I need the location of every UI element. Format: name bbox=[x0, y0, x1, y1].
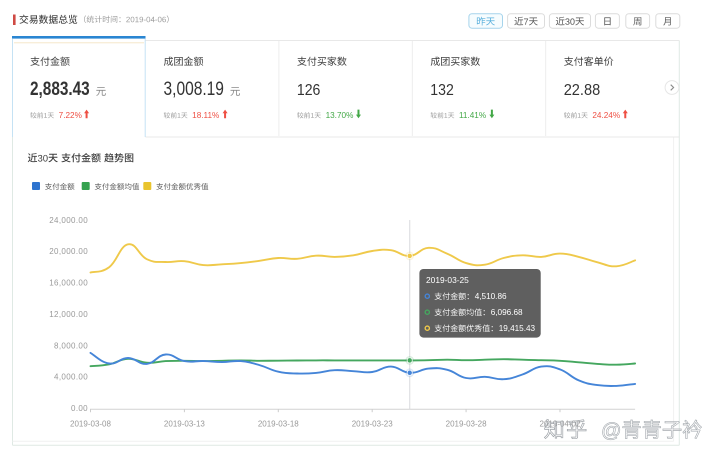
svg-text:2019-03-13: 2019-03-13 bbox=[164, 420, 205, 429]
svg-text:4,510.86: 4,510.86 bbox=[475, 292, 507, 301]
svg-text:126: 126 bbox=[297, 82, 321, 99]
svg-text:132: 132 bbox=[430, 82, 454, 99]
svg-text:7.22%: 7.22% bbox=[59, 111, 82, 120]
svg-text:2019-03-28: 2019-03-28 bbox=[446, 420, 487, 429]
svg-text:2019-03-18: 2019-03-18 bbox=[258, 420, 299, 429]
svg-text:18.11%: 18.11% bbox=[192, 111, 219, 120]
svg-text:16,000.00: 16,000.00 bbox=[49, 279, 88, 288]
svg-text:2019-04-02: 2019-04-02 bbox=[540, 420, 581, 429]
svg-text:13.70%: 13.70% bbox=[326, 111, 354, 120]
svg-text:0.00: 0.00 bbox=[71, 404, 88, 413]
svg-text:24.24%: 24.24% bbox=[592, 111, 620, 120]
svg-text:24,000.00: 24,000.00 bbox=[49, 216, 88, 225]
svg-text:8,000.00: 8,000.00 bbox=[54, 341, 88, 350]
svg-text:2,883.43: 2,883.43 bbox=[30, 78, 90, 100]
svg-text:2019-03-23: 2019-03-23 bbox=[352, 420, 393, 429]
svg-text:11.41%: 11.41% bbox=[459, 111, 486, 120]
svg-text:20,000.00: 20,000.00 bbox=[49, 247, 88, 256]
svg-text:2019-03-25: 2019-03-25 bbox=[426, 275, 469, 285]
svg-text:3,008.19: 3,008.19 bbox=[164, 78, 224, 100]
svg-text:2019-03-08: 2019-03-08 bbox=[70, 420, 111, 429]
svg-text:4,000.00: 4,000.00 bbox=[54, 373, 88, 382]
svg-text:19,415.43: 19,415.43 bbox=[499, 324, 536, 333]
svg-text:6,096.68: 6,096.68 bbox=[491, 308, 523, 317]
svg-text:12,000.00: 12,000.00 bbox=[49, 310, 88, 319]
svg-text:22.88: 22.88 bbox=[564, 82, 601, 99]
